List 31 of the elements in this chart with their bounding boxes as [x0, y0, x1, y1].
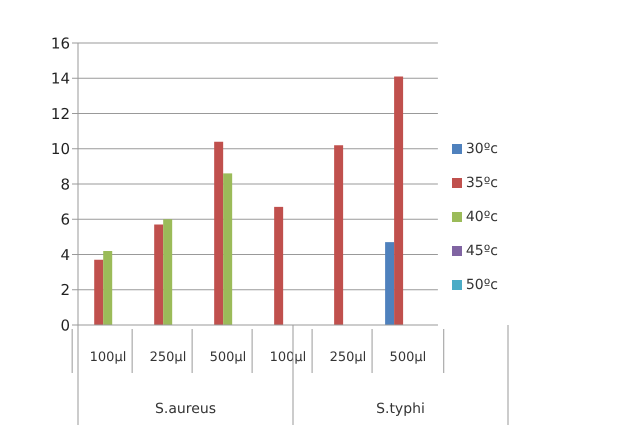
y-tick-label: 6: [60, 210, 70, 229]
y-tick-label: 0: [60, 316, 70, 334]
y-tick-label: 4: [60, 246, 70, 264]
bar: [154, 224, 164, 325]
bar: [334, 145, 344, 325]
x-tick-label: 100µl: [90, 350, 126, 365]
legend-label: 35ºc: [466, 174, 498, 190]
x-tick-label: 250µl: [150, 350, 186, 365]
bar: [385, 242, 394, 325]
x-tick-label: 250µl: [330, 350, 366, 365]
bar: [163, 219, 172, 325]
text: S.aureus: [154, 401, 216, 417]
bar: [274, 206, 284, 325]
bar: [103, 250, 112, 325]
y-tick-label: 8: [60, 175, 70, 194]
x-tick-label: 500µl: [390, 350, 426, 365]
y-tick-label: 2: [60, 281, 70, 300]
y-tick-label: 12: [50, 104, 70, 123]
text: S.typhi: [376, 401, 425, 417]
y-tick-label: 14: [50, 70, 70, 88]
bar: [94, 260, 104, 325]
legend-label: 45ºc: [466, 242, 498, 258]
bar: [394, 76, 404, 325]
x-tick-label: 500µl: [210, 350, 246, 365]
legend-label: 40ºc: [466, 208, 498, 224]
y-tick-label: 16: [50, 34, 70, 52]
y-tick-label: 10: [50, 140, 70, 158]
legend-label: 30ºc: [466, 140, 498, 156]
legend-label: 50ºc: [466, 276, 498, 292]
bar: [223, 173, 232, 325]
bar: [214, 142, 224, 325]
